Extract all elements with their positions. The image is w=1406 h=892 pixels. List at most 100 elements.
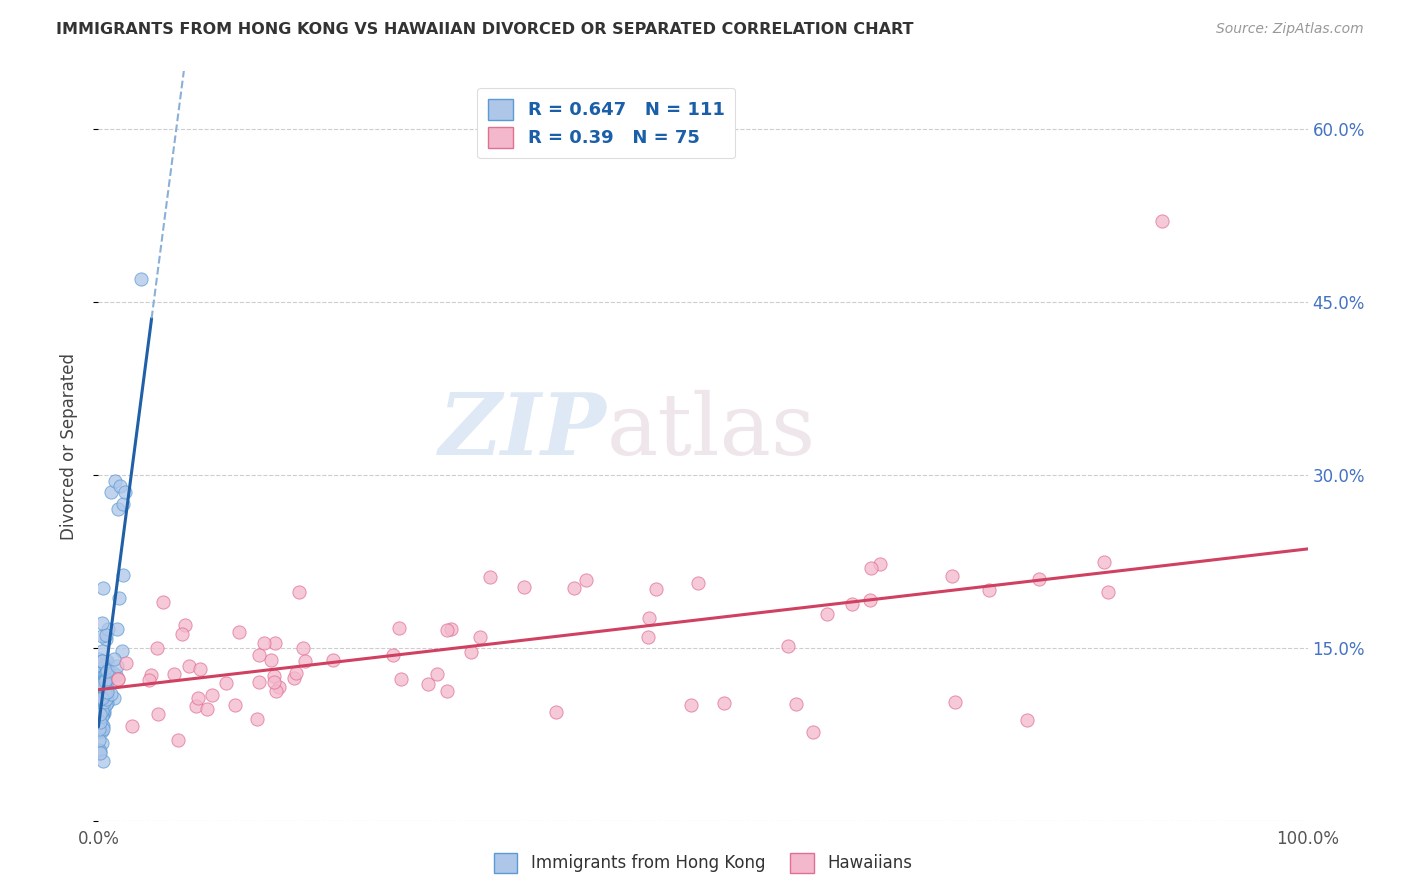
Point xyxy=(91,581,114,595)
Point xyxy=(841,597,863,611)
Point xyxy=(260,653,283,667)
Point xyxy=(87,681,110,696)
Point xyxy=(89,747,111,761)
Point xyxy=(97,622,120,636)
Point xyxy=(87,743,110,757)
Point xyxy=(637,630,659,644)
Point xyxy=(283,672,305,686)
Point xyxy=(94,669,117,683)
Point xyxy=(107,502,129,516)
Point xyxy=(90,707,112,722)
Point xyxy=(267,680,290,694)
Point xyxy=(859,593,882,607)
Point xyxy=(96,696,118,710)
Point xyxy=(815,607,838,621)
Point xyxy=(91,669,114,683)
Point xyxy=(94,628,117,642)
Point xyxy=(94,673,117,688)
Point xyxy=(91,616,114,631)
Point xyxy=(96,672,118,686)
Point xyxy=(87,722,110,736)
Point xyxy=(468,630,491,644)
Point xyxy=(107,591,129,606)
Point xyxy=(100,485,122,500)
Point xyxy=(93,685,115,699)
Point xyxy=(96,654,118,668)
Point xyxy=(322,652,344,666)
Point xyxy=(247,674,270,689)
Point xyxy=(512,580,534,594)
Point xyxy=(263,674,285,689)
Point xyxy=(93,687,115,701)
Point xyxy=(91,704,114,718)
Point xyxy=(94,697,117,711)
Point xyxy=(89,716,111,731)
Point xyxy=(108,479,131,493)
Point xyxy=(977,582,1000,597)
Point xyxy=(114,656,136,670)
Point xyxy=(89,744,111,758)
Point xyxy=(91,695,114,709)
Point xyxy=(104,668,127,682)
Point xyxy=(146,706,169,721)
Point xyxy=(778,639,800,653)
Text: Source: ZipAtlas.com: Source: ZipAtlas.com xyxy=(1216,22,1364,37)
Point xyxy=(713,696,735,710)
Point xyxy=(1017,713,1039,727)
Point xyxy=(224,698,246,713)
Point xyxy=(174,617,197,632)
Point xyxy=(546,705,568,719)
Point xyxy=(87,652,110,666)
Point xyxy=(381,648,404,662)
Point xyxy=(91,718,114,732)
Point xyxy=(941,569,963,583)
Point xyxy=(91,665,114,679)
Point xyxy=(288,584,311,599)
Point xyxy=(94,671,117,685)
Point xyxy=(263,669,285,683)
Text: ZIP: ZIP xyxy=(439,389,606,473)
Point xyxy=(104,474,127,488)
Point xyxy=(436,684,458,698)
Point xyxy=(111,497,134,511)
Point xyxy=(96,664,118,678)
Point xyxy=(89,707,111,722)
Point xyxy=(416,677,439,691)
Point xyxy=(107,673,129,687)
Point xyxy=(94,680,117,694)
Point xyxy=(103,690,125,705)
Point xyxy=(91,736,114,750)
Point xyxy=(96,681,118,695)
Point xyxy=(197,701,219,715)
Point xyxy=(91,690,114,705)
Point xyxy=(87,733,110,747)
Point xyxy=(93,667,115,681)
Point xyxy=(94,666,117,681)
Point xyxy=(172,627,194,641)
Point xyxy=(91,674,114,689)
Point xyxy=(114,485,136,500)
Point xyxy=(426,666,449,681)
Point xyxy=(100,688,122,702)
Point xyxy=(91,724,114,739)
Point xyxy=(103,652,125,666)
Legend: Immigrants from Hong Kong, Hawaiians: Immigrants from Hong Kong, Hawaiians xyxy=(488,847,918,880)
Point xyxy=(247,648,270,663)
Point xyxy=(139,668,162,682)
Point xyxy=(87,665,110,680)
Point xyxy=(89,693,111,707)
Point xyxy=(89,682,111,697)
Point xyxy=(89,722,111,736)
Point xyxy=(478,570,501,584)
Point xyxy=(94,632,117,646)
Point xyxy=(91,644,114,658)
Text: IMMIGRANTS FROM HONG KONG VS HAWAIIAN DIVORCED OR SEPARATED CORRELATION CHART: IMMIGRANTS FROM HONG KONG VS HAWAIIAN DI… xyxy=(56,22,914,37)
Point xyxy=(93,689,115,703)
Point xyxy=(869,557,891,571)
Text: atlas: atlas xyxy=(606,390,815,473)
Point xyxy=(111,643,134,657)
Point xyxy=(91,706,114,720)
Point xyxy=(91,654,114,668)
Point xyxy=(96,690,118,704)
Point xyxy=(91,654,114,668)
